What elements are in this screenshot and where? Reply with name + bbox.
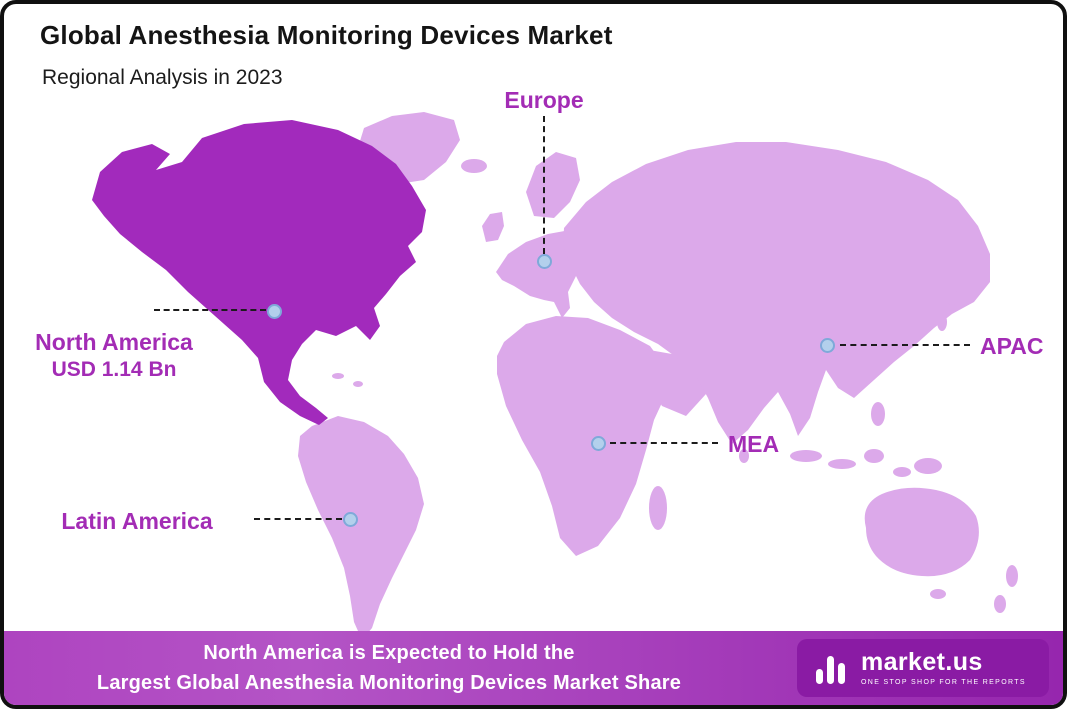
region-iceland [461,159,487,173]
label-mea: MEA [728,431,780,457]
leader-line-apac [840,344,970,346]
marker-north-america [267,304,282,319]
region-australia [864,487,979,577]
leader-line-latin-america [254,518,342,520]
world-map [92,112,1018,640]
region-africa [497,316,666,556]
region-sri-lanka [739,449,749,463]
region-japan [947,286,957,306]
logo-text: market.us ONE STOP SHOP FOR THE REPORTS [861,648,1026,687]
region-madagascar [649,486,667,530]
region-philippines [871,402,885,426]
marker-europe [537,254,552,269]
region-japan-2 [937,313,947,331]
label-north-america-name: North America [35,329,193,355]
region-new-guinea [914,458,942,474]
page-subtitle: Regional Analysis in 2023 [42,66,283,89]
logo-tagline: ONE STOP SHOP FOR THE REPORTS [861,679,1026,686]
banner-text: North America is Expected to Hold the La… [4,638,774,698]
region-asia [563,142,990,444]
banner-line-2: Largest Global Anesthesia Monitoring Dev… [96,672,682,694]
region-indonesia-1 [790,450,822,462]
region-tasmania [930,589,946,599]
region-indonesia-3 [864,449,884,463]
region-new-zealand-north [1006,565,1018,587]
leader-line-europe [543,116,545,254]
label-europe: Europe [504,87,584,113]
page-title: Global Anesthesia Monitoring Devices Mar… [40,20,613,50]
marker-mea [591,436,606,451]
bottom-banner: North America is Expected to Hold the La… [4,631,1063,705]
region-new-zealand-south [994,595,1006,613]
region-north-america-highlighted [92,120,426,425]
marker-apac [820,338,835,353]
label-latin-america: Latin America [61,508,213,534]
region-caribbean-2 [353,381,363,387]
banner-line-1: North America is Expected to Hold the [203,642,575,664]
marker-latin-america [343,512,358,527]
label-apac: APAC [980,333,1044,359]
region-indonesia-2 [828,459,856,469]
region-scandinavia [526,152,580,218]
logo-name: market.us [861,648,983,676]
label-north-america-value: USD 1.14 Bn [51,357,177,381]
region-south-america [298,416,424,640]
region-caribbean [332,373,344,379]
region-britain [482,212,504,242]
label-north-america: North America USD 1.14 Bn [12,328,216,383]
leader-line-north-america [154,309,266,311]
leader-line-mea [610,442,718,444]
region-indonesia-4 [893,467,911,477]
marketus-logo: market.us ONE STOP SHOP FOR THE REPORTS [797,639,1049,697]
marketus-logo-icon [816,656,845,684]
